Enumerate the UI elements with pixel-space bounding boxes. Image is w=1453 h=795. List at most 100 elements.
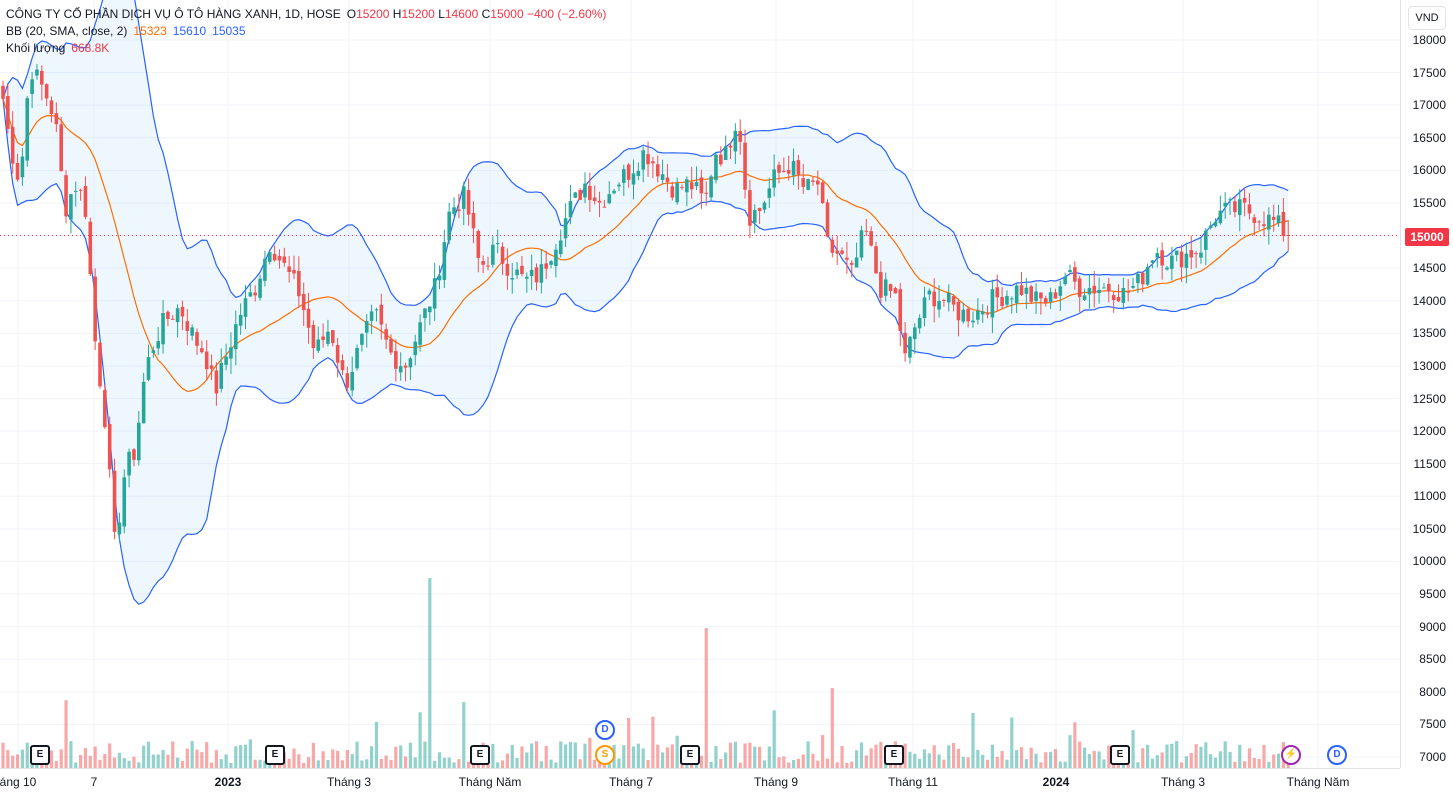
chart-canvas[interactable] xyxy=(0,0,1400,768)
candle-body xyxy=(554,249,558,266)
earnings-event-icon[interactable]: E xyxy=(470,745,490,765)
volume-bar xyxy=(510,744,514,768)
volume-bar xyxy=(976,749,980,768)
candle-body xyxy=(874,246,878,274)
volume-bar xyxy=(719,759,723,768)
candle-body xyxy=(350,371,354,391)
price-chart[interactable] xyxy=(0,0,1400,768)
volume-bar xyxy=(845,762,849,768)
bb-indicator-label[interactable]: BB (20, SMA, close, 2) xyxy=(6,24,128,38)
volume-bar xyxy=(447,757,451,768)
bb-lower-value: 15035 xyxy=(212,24,246,38)
volume-bar xyxy=(103,753,107,768)
volume-bar xyxy=(646,760,650,768)
dividend-event-icon[interactable]: D xyxy=(595,720,615,740)
volume-bar xyxy=(927,753,931,768)
volume-bar xyxy=(855,750,859,768)
lightning-event-icon[interactable]: ⚡ xyxy=(1281,745,1301,765)
candle-body xyxy=(563,218,568,239)
split-event-icon[interactable]: S xyxy=(595,745,615,765)
volume-bar xyxy=(491,743,495,768)
volume-bar xyxy=(146,741,151,768)
candle-body xyxy=(1000,296,1004,307)
volume-bar xyxy=(151,754,155,768)
candle-body xyxy=(25,98,30,161)
volume-bar xyxy=(801,754,805,768)
volume-bar xyxy=(500,760,505,768)
volume-label[interactable]: Khối lượng xyxy=(6,41,66,55)
volume-bar xyxy=(1039,762,1043,768)
volume-bar xyxy=(408,742,412,768)
candle-body xyxy=(1271,216,1276,220)
price-tick-label: 15500 xyxy=(1412,195,1446,210)
candle-body xyxy=(675,183,679,203)
candle-body xyxy=(748,190,752,226)
currency-button[interactable]: VND xyxy=(1408,6,1446,30)
volume-bar xyxy=(1223,741,1227,768)
volume-bar xyxy=(496,762,500,768)
candle-body xyxy=(854,257,859,268)
volume-bar xyxy=(1053,749,1058,768)
volume-bar xyxy=(1252,757,1256,768)
candle-body xyxy=(1082,295,1087,300)
volume-bar xyxy=(394,746,398,768)
volume-bar xyxy=(738,762,742,768)
earnings-event-icon[interactable]: E xyxy=(884,745,904,765)
candle-body xyxy=(44,84,49,99)
earnings-event-icon[interactable]: E xyxy=(680,745,700,765)
volume-bar xyxy=(1082,747,1087,768)
candle-body xyxy=(345,373,350,388)
candle-body xyxy=(762,202,767,210)
volume-bar xyxy=(64,700,68,768)
last-price-label: 15000 xyxy=(1405,228,1449,246)
symbol-title[interactable]: CÔNG TY CỔ PHẦN DỊCH VỤ Ô TÔ HÀNG XANH, … xyxy=(6,7,341,21)
candle-body xyxy=(1218,210,1223,224)
price-tick-label: 8000 xyxy=(1419,684,1446,699)
candle-body xyxy=(1048,292,1053,302)
candle-body xyxy=(214,370,219,394)
price-tick-label: 10500 xyxy=(1412,521,1446,536)
candle-body xyxy=(54,113,59,125)
volume-bar xyxy=(564,744,568,768)
volume-bar xyxy=(49,750,54,768)
volume-bar xyxy=(1233,761,1237,768)
volume-bar xyxy=(505,753,509,768)
candle-body xyxy=(1107,283,1111,292)
candle-body xyxy=(1150,260,1155,263)
candle-body xyxy=(471,212,476,229)
volume-bar xyxy=(180,760,185,768)
volume-bar xyxy=(1029,747,1033,768)
volume-bar xyxy=(185,748,189,768)
earnings-event-icon[interactable]: E xyxy=(1110,745,1130,765)
time-axis[interactable]: áng 10 7 2023 Tháng 3 Tháng Năm Tháng 7 Tháng … xyxy=(0,768,1400,795)
candle-body xyxy=(209,365,214,369)
candle-body xyxy=(1160,250,1164,266)
dividend-event-icon[interactable]: D xyxy=(1327,745,1347,765)
candle-body xyxy=(1024,287,1029,294)
legend-volume-row: Khối lượng 668.8K xyxy=(6,40,606,57)
candle-body xyxy=(932,291,936,307)
candle-body xyxy=(549,261,553,265)
candle-body xyxy=(263,258,267,281)
candle-body xyxy=(379,304,384,325)
volume-bar xyxy=(767,746,771,768)
volume-bar xyxy=(1010,717,1014,768)
volume-bar xyxy=(631,746,636,768)
volume-bar xyxy=(15,754,20,768)
candle-body xyxy=(1014,285,1019,304)
volume-bar xyxy=(787,762,791,768)
candle-body xyxy=(859,230,864,258)
volume-bar xyxy=(442,757,446,768)
earnings-event-icon[interactable]: E xyxy=(30,745,50,765)
price-tick-label: 17500 xyxy=(1412,65,1446,80)
volume-bar xyxy=(588,737,592,768)
volume-bar xyxy=(239,745,243,768)
candle-body xyxy=(655,164,660,177)
candle-body xyxy=(796,160,801,175)
candle-body xyxy=(40,70,44,85)
earnings-event-icon[interactable]: E xyxy=(265,745,285,765)
candle-body xyxy=(976,310,980,320)
volume-bar xyxy=(1141,748,1145,768)
price-axis[interactable]: 18000 17500 17000 16500 16000 15500 15000 14500… xyxy=(1400,0,1453,768)
volume-bar xyxy=(1276,753,1281,768)
